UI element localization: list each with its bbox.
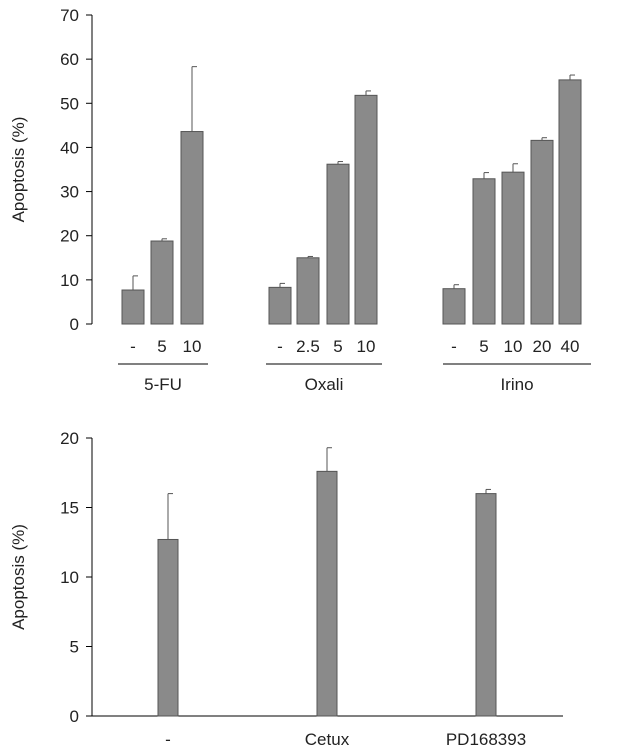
top-category-label: 10 — [183, 337, 202, 356]
top-category-label: 5 — [333, 337, 342, 356]
top-bar-Irino-5 — [472, 178, 496, 325]
bottom-y-tick-label: 5 — [70, 638, 79, 657]
top-category-label: 10 — [504, 337, 523, 356]
bottom-category-label: PD168393 — [446, 730, 526, 749]
top-bar-Irino-10 — [501, 171, 525, 325]
top-y-tick-label: 10 — [60, 271, 79, 290]
top-category-label: 5 — [479, 337, 488, 356]
top-group-label: 5-FU — [144, 375, 182, 394]
bottom-bar-Cetux — [316, 470, 338, 717]
top-category-label: 40 — [561, 337, 580, 356]
top-bar-Oxali-2.5 — [296, 257, 320, 325]
top-category-label: 20 — [533, 337, 552, 356]
top-bar-Irino-40 — [558, 79, 582, 325]
top-y-tick-label: 70 — [60, 6, 79, 25]
bottom-y-tick-label: 15 — [60, 499, 79, 518]
top-bar-Oxali-- — [268, 286, 292, 325]
top-bar-5-FU-5 — [150, 240, 174, 325]
bottom-bar-- — [157, 538, 179, 717]
top-y-tick-label: 0 — [70, 315, 79, 334]
top-y-axis-label: Apoptosis (%) — [9, 117, 28, 223]
top-bar-Irino-20 — [530, 139, 554, 325]
top-category-label: 5 — [157, 337, 166, 356]
bottom-y-axis-label: Apoptosis (%) — [9, 524, 28, 630]
bottom-bar-PD168393 — [475, 493, 497, 717]
top-bar-5-FU-10 — [180, 131, 204, 325]
top-bar-Oxali-10 — [354, 94, 378, 325]
top-y-tick-label: 20 — [60, 227, 79, 246]
top-bar-Irino-- — [442, 288, 466, 325]
bottom-y-tick-label: 10 — [60, 568, 79, 587]
top-y-tick-label: 50 — [60, 94, 79, 113]
bottom-category-label: Cetux — [305, 730, 350, 749]
top-bar-5-FU-- — [121, 289, 145, 325]
top-group-label: Irino — [500, 375, 533, 394]
top-bar-Oxali-5 — [326, 163, 350, 325]
bottom-y-tick-label: 0 — [70, 707, 79, 726]
bottom-category-label: - — [165, 730, 171, 749]
top-category-label: - — [451, 337, 457, 356]
top-y-tick-label: 30 — [60, 183, 79, 202]
bottom-y-tick-label: 20 — [60, 429, 79, 448]
top-y-tick-label: 40 — [60, 138, 79, 157]
top-y-tick-label: 60 — [60, 50, 79, 69]
top-category-label: - — [277, 337, 283, 356]
top-group-label: Oxali — [305, 375, 344, 394]
bottom-chart: 0 5 10 15 20 Apoptosis (%) - Cetux PD168393 — [9, 429, 563, 749]
top-category-label: 2.5 — [296, 337, 320, 356]
top-category-label: 10 — [357, 337, 376, 356]
top-category-label: - — [130, 337, 136, 356]
